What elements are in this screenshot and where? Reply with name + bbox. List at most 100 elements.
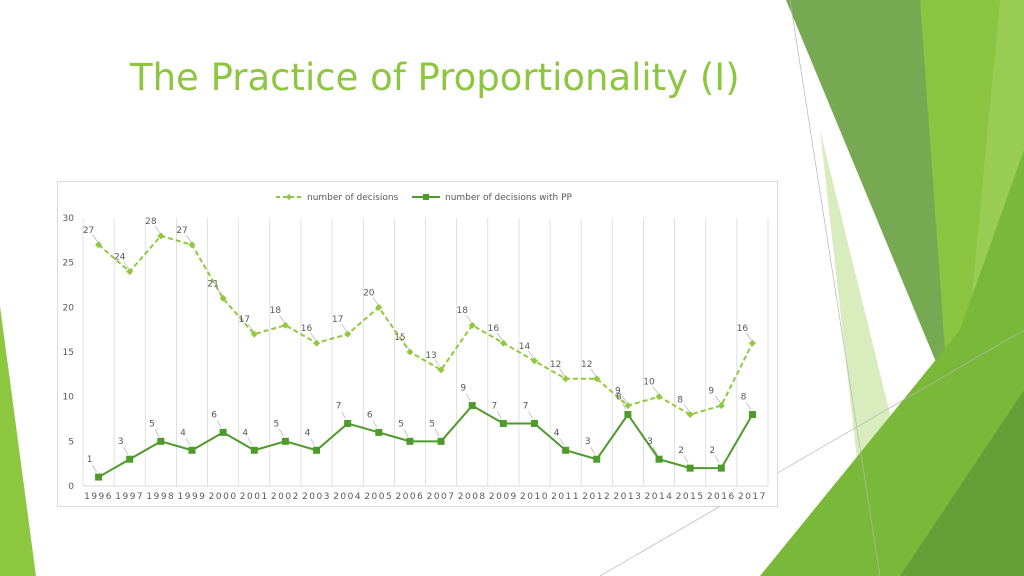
series-line-number-of-decisions-with-pp xyxy=(98,404,754,478)
data-label-number-of-decisions: 10 xyxy=(643,378,655,388)
leader-line xyxy=(465,315,472,323)
data-label-number-of-decisions: 13 xyxy=(425,351,436,361)
x-tick-label: 2008 xyxy=(458,492,487,502)
data-label-number-of-decisions: 12 xyxy=(581,360,592,370)
data-point-number-of-decisions-with-pp xyxy=(95,473,103,481)
data-point-number-of-decisions xyxy=(219,294,227,302)
leader-line xyxy=(683,404,690,412)
leader-line xyxy=(92,464,97,473)
data-label-number-of-decisions-with-pp: 4 xyxy=(242,428,248,438)
data-label-number-of-decisions-with-pp: 8 xyxy=(741,393,747,403)
data-label-number-of-decisions-with-pp: 2 xyxy=(678,446,684,456)
data-point-number-of-decisions xyxy=(530,357,538,365)
x-tick-label: 2009 xyxy=(489,492,518,502)
data-label-number-of-decisions-with-pp: 1 xyxy=(87,455,93,465)
data-point-number-of-decisions-with-pp xyxy=(686,464,694,472)
leader-line xyxy=(590,368,596,376)
leader-line xyxy=(590,447,596,455)
data-label-number-of-decisions: 17 xyxy=(239,315,250,325)
data-label-number-of-decisions-with-pp: 7 xyxy=(336,401,342,411)
data-point-number-of-decisions xyxy=(126,268,134,276)
data-point-number-of-decisions xyxy=(593,375,601,383)
leader-line xyxy=(434,429,440,437)
data-label-number-of-decisions: 27 xyxy=(83,226,94,236)
x-tick-label: 2001 xyxy=(240,492,269,502)
data-label-number-of-decisions-with-pp: 5 xyxy=(274,419,280,429)
y-tick-label: 0 xyxy=(68,482,74,492)
data-label-number-of-decisions: 16 xyxy=(737,324,749,334)
data-point-number-of-decisions-with-pp xyxy=(655,455,663,463)
data-label-number-of-decisions-with-pp: 3 xyxy=(647,437,653,447)
data-label-number-of-decisions-with-pp: 4 xyxy=(305,428,311,438)
data-label-number-of-decisions: 8 xyxy=(677,396,683,406)
data-point-number-of-decisions xyxy=(562,375,570,383)
data-label-number-of-decisions-with-pp: 3 xyxy=(585,437,591,447)
data-point-number-of-decisions-with-pp xyxy=(375,428,383,436)
deco-thin-line xyxy=(789,0,881,576)
data-label-number-of-decisions: 17 xyxy=(332,315,343,325)
leader-line xyxy=(746,332,752,341)
y-tick-label: 25 xyxy=(63,259,74,269)
data-point-number-of-decisions xyxy=(281,321,289,329)
data-point-number-of-decisions-with-pp xyxy=(437,437,445,445)
leader-line xyxy=(279,315,285,323)
leader-line xyxy=(92,234,98,242)
data-point-number-of-decisions-with-pp xyxy=(748,411,756,419)
data-label-number-of-decisions: 21 xyxy=(207,279,218,289)
leader-line xyxy=(652,386,659,394)
data-label-number-of-decisions: 18 xyxy=(270,306,282,316)
leader-line xyxy=(528,350,534,359)
legend-label-number-of-decisions: number of decisions xyxy=(307,193,399,203)
data-point-number-of-decisions xyxy=(717,402,725,410)
series-line-number-of-decisions xyxy=(97,234,754,416)
leader-line xyxy=(652,447,658,455)
x-tick-label: 2013 xyxy=(613,492,642,502)
data-point-number-of-decisions-with-pp xyxy=(593,455,601,463)
data-label-number-of-decisions: 14 xyxy=(519,342,531,352)
deco-left-bar xyxy=(0,306,36,576)
data-point-number-of-decisions xyxy=(406,348,414,356)
leader-line xyxy=(154,225,161,234)
data-point-number-of-decisions-with-pp xyxy=(313,446,321,454)
data-label-number-of-decisions: 16 xyxy=(488,324,500,334)
data-point-number-of-decisions-with-pp xyxy=(188,446,196,454)
y-tick-label: 5 xyxy=(68,437,74,447)
data-label-number-of-decisions: 12 xyxy=(550,360,561,370)
data-point-number-of-decisions xyxy=(655,393,663,401)
data-point-number-of-decisions-with-pp xyxy=(530,419,538,427)
data-label-number-of-decisions: 9 xyxy=(615,387,621,397)
data-point-number-of-decisions-with-pp xyxy=(219,428,227,436)
x-tick-label: 1996 xyxy=(84,492,113,502)
y-tick-label: 20 xyxy=(63,303,75,313)
x-tick-label: 1999 xyxy=(178,492,207,502)
x-tick-label: 2005 xyxy=(364,492,393,502)
leader-line xyxy=(465,393,471,401)
data-label-number-of-decisions-with-pp: 4 xyxy=(554,428,560,438)
data-point-number-of-decisions xyxy=(188,241,196,249)
leader-line xyxy=(621,402,627,410)
leader-line xyxy=(185,234,192,242)
leader-line xyxy=(559,438,564,446)
leader-line xyxy=(216,420,222,428)
leader-line xyxy=(683,455,689,464)
data-point-number-of-decisions xyxy=(468,321,476,329)
leader-line xyxy=(310,438,315,446)
leader-line xyxy=(403,429,409,437)
data-label-number-of-decisions: 15 xyxy=(394,333,405,343)
x-tick-label: 2010 xyxy=(520,492,549,502)
data-point-number-of-decisions xyxy=(250,330,258,338)
data-point-number-of-decisions xyxy=(499,339,507,347)
leader-line xyxy=(715,455,720,464)
data-point-number-of-decisions xyxy=(686,411,694,419)
x-tick-label: 2011 xyxy=(551,492,580,502)
slide-title: The Practice of Proportionality (I) xyxy=(130,56,740,99)
leader-line xyxy=(185,438,191,446)
data-point-number-of-decisions xyxy=(437,366,445,374)
data-point-number-of-decisions xyxy=(748,339,756,347)
leader-line xyxy=(154,429,160,437)
x-tick-label: 1998 xyxy=(146,492,175,502)
data-label-number-of-decisions-with-pp: 5 xyxy=(429,419,435,429)
leader-line xyxy=(746,402,751,410)
